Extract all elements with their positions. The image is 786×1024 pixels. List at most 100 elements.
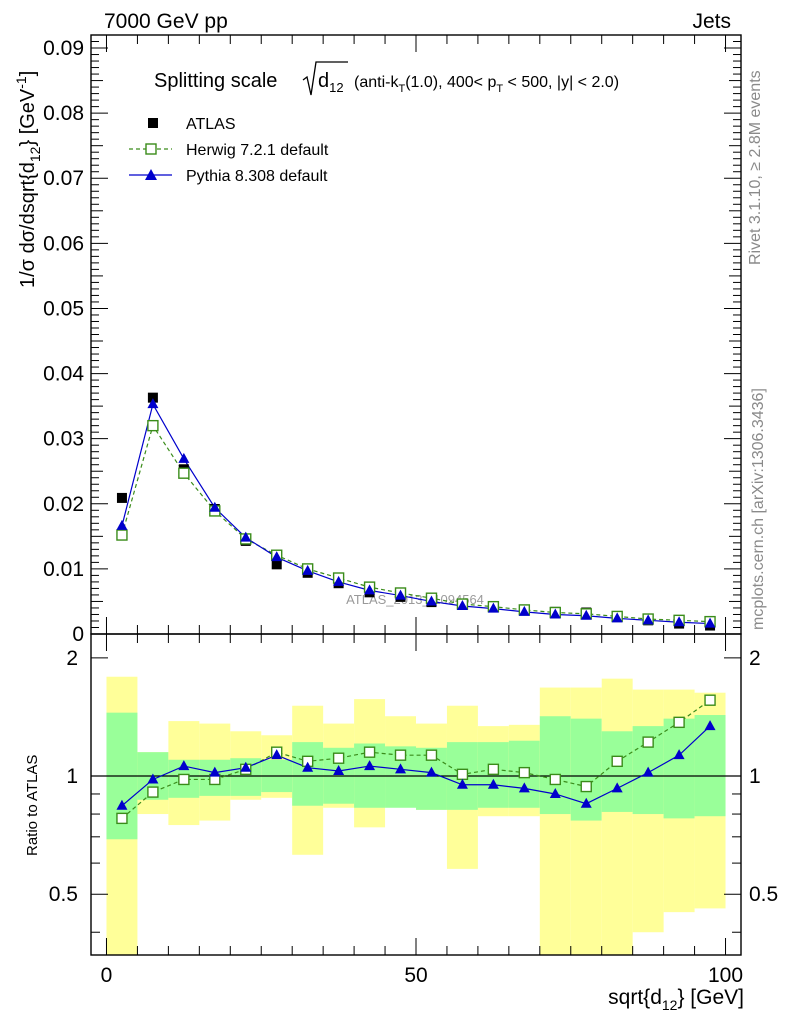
ratio-green-band bbox=[292, 742, 324, 806]
title-selection: (anti-kT(1.0), 400< pT < 500, |y| < 2.0) bbox=[354, 74, 619, 95]
sqrt-sign bbox=[302, 61, 348, 96]
main-y-axis-label: 1/σ dσ/dsqrt{d12} [GeV-1] bbox=[13, 71, 43, 288]
y-tick-label: 0 bbox=[72, 623, 84, 646]
ratio-herwig-point bbox=[456, 768, 469, 781]
ratio-pythia-point bbox=[611, 782, 623, 793]
legend-marker-atlas bbox=[148, 118, 158, 128]
ratio-pythia-point bbox=[395, 763, 407, 774]
ratio-pythia-point bbox=[209, 766, 221, 777]
y-tick-label: 0.04 bbox=[43, 363, 84, 386]
herwig-point bbox=[116, 529, 128, 541]
pythia-point bbox=[642, 614, 654, 625]
ratio-pythia-point bbox=[240, 761, 252, 772]
pythia-point bbox=[549, 608, 561, 619]
ratio-herwig-point bbox=[611, 755, 623, 768]
pythia-point bbox=[518, 605, 530, 616]
ratio-herwig-point bbox=[518, 766, 531, 779]
ratio-pythia-point bbox=[116, 799, 128, 810]
pythia-point bbox=[425, 595, 437, 606]
ratio-pythia-point bbox=[178, 760, 190, 771]
ratio-yellow-band bbox=[601, 678, 633, 955]
side-text-bottom: mcplots.cern.ch [arXiv:1306.3436] bbox=[750, 388, 767, 630]
ratio-herwig-point bbox=[580, 780, 592, 793]
y-tick-label: 0.07 bbox=[43, 167, 84, 190]
pythia-point bbox=[456, 600, 468, 611]
y-tick-label: 0.05 bbox=[43, 297, 84, 320]
ratio-herwig-point bbox=[147, 786, 159, 798]
pythia-point bbox=[271, 551, 283, 562]
ratio-pythia-point bbox=[456, 778, 468, 789]
ratio-herwig-point bbox=[394, 749, 407, 761]
herwig-point bbox=[178, 467, 190, 479]
ratio-green-band bbox=[539, 716, 571, 815]
pythia-point bbox=[147, 398, 159, 409]
pythia-point bbox=[178, 452, 190, 463]
ratio-pythia-line bbox=[121, 725, 711, 807]
ratio-pythia-point bbox=[518, 782, 530, 793]
pythia-point bbox=[395, 589, 407, 600]
ratio-herwig-point bbox=[178, 773, 190, 786]
x-tick-label: 0 bbox=[101, 964, 113, 987]
ratio-pythia-point bbox=[704, 720, 716, 731]
legend: ATLAS Herwig 7.2.1 default Pythia 8.308 … bbox=[129, 116, 329, 185]
ratio-green-band bbox=[601, 731, 633, 812]
ratio-pythia-point bbox=[673, 749, 685, 760]
legend-label-pythia: Pythia 8.308 default bbox=[186, 168, 328, 185]
pythia-point bbox=[611, 612, 623, 623]
ratio-green-band bbox=[663, 718, 695, 819]
y-tick-label: 0.01 bbox=[43, 558, 84, 581]
ratio-herwig-point bbox=[642, 736, 654, 748]
title-main: Splitting scale bbox=[154, 70, 277, 92]
y-tick-label: 0.03 bbox=[43, 428, 84, 451]
ratio-herwig-point bbox=[425, 749, 438, 761]
title-sqrt-d: d12 bbox=[318, 70, 344, 95]
ratio-y-tick-label-left: 2 bbox=[66, 647, 78, 670]
watermark: ATLAS_2013_I1094564 bbox=[346, 592, 484, 607]
y-tick-label: 0.02 bbox=[43, 493, 84, 516]
y-tick-label: 0.08 bbox=[43, 102, 84, 125]
ratio-herwig-point bbox=[704, 694, 716, 706]
ratio-pythia-point bbox=[364, 760, 376, 771]
header-right: Jets bbox=[692, 10, 731, 33]
ratio-pythia-point bbox=[549, 787, 561, 798]
pythia-point bbox=[487, 602, 499, 613]
ratio-pythia-point bbox=[271, 749, 283, 760]
ratio-green-band bbox=[694, 715, 726, 817]
ratio-herwig-point bbox=[673, 716, 685, 729]
ratio-pythia-point bbox=[425, 766, 437, 777]
pythia-point bbox=[209, 501, 221, 512]
atlas-point bbox=[147, 392, 158, 403]
legend-marker-herwig bbox=[145, 143, 157, 155]
ratio-plot: 0 50 100 0.5 0.5 1 1 2 2 bbox=[49, 633, 778, 987]
side-text-top: Rivet 3.1.10, ≥ 2.8M events bbox=[747, 70, 764, 265]
ratio-y-axis-label: Ratio to ATLAS bbox=[24, 755, 41, 856]
legend-label-atlas: ATLAS bbox=[186, 116, 236, 133]
ratio-pythia-point bbox=[642, 766, 654, 777]
ratio-pythia-point bbox=[333, 764, 345, 775]
ratio-pythia-point bbox=[302, 761, 314, 772]
main-plot: 0 0.01 0.02 0.03 0.04 0.05 0.06 0.07 0.08 0.09 bbox=[43, 34, 742, 646]
x-axis-label: sqrt{d12} [GeV] bbox=[608, 986, 744, 1013]
pythia-point bbox=[116, 519, 128, 530]
x-tick-label: 50 bbox=[404, 964, 427, 987]
y-tick-label: 0.09 bbox=[43, 37, 84, 60]
ratio-herwig-point bbox=[363, 746, 376, 758]
legend-marker-pythia bbox=[145, 169, 157, 180]
ratio-y-tick-label-left: 0.5 bbox=[49, 883, 78, 906]
pythia-point bbox=[302, 564, 314, 575]
herwig-point bbox=[147, 419, 159, 432]
ratio-herwig-point bbox=[332, 752, 345, 764]
ratio-pythia-point bbox=[580, 797, 592, 808]
ratio-y-tick-label-right: 0.5 bbox=[749, 883, 778, 906]
ratio-y-tick-label-right: 2 bbox=[749, 647, 761, 670]
ratio-y-tick-label-right: 1 bbox=[749, 765, 761, 788]
ratio-herwig-point bbox=[487, 763, 500, 776]
pythia-point bbox=[580, 609, 592, 620]
x-tick-label: 100 bbox=[708, 964, 743, 987]
atlas-point bbox=[116, 492, 127, 503]
ratio-herwig-point bbox=[549, 773, 561, 786]
pythia-point bbox=[333, 575, 345, 586]
ratio-pythia-point bbox=[487, 778, 499, 789]
ratio-y-tick-label-left: 1 bbox=[66, 765, 78, 788]
